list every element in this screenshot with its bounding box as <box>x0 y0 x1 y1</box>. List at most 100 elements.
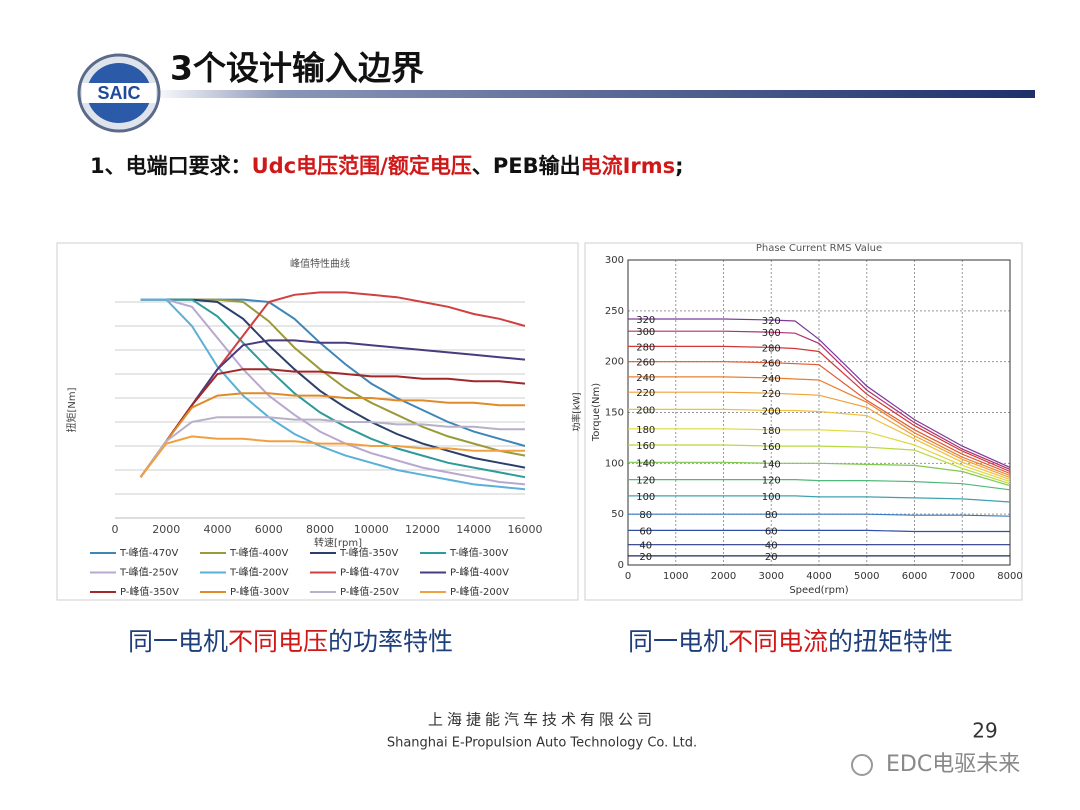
x-tick-label: 0 <box>112 523 119 536</box>
contour-line <box>628 461 1011 487</box>
contour-label: 320 <box>636 315 655 326</box>
contour-label: 40 <box>639 541 652 552</box>
legend-label: P-峰值-470V <box>340 566 399 579</box>
x-axis-label: Speed(rpm) <box>789 585 848 596</box>
footer-company-en: Shanghai E-Propulsion Auto Technology Co… <box>387 736 697 751</box>
contour-label: 20 <box>639 552 652 563</box>
legend-label: P-峰值-350V <box>120 585 179 598</box>
contour-label: 160 <box>636 441 655 452</box>
y-tick-label: 100 <box>605 458 624 469</box>
legend-label: P-峰值-400V <box>450 566 509 579</box>
x-axis-label: 转速[rpm] <box>314 536 362 549</box>
contour-line <box>628 513 1011 517</box>
plot-frame <box>627 259 1011 566</box>
logo-text: SAIC <box>97 83 140 103</box>
contour-line <box>628 428 1011 483</box>
contour-label: 120 <box>762 476 781 487</box>
contour-label: 60 <box>765 526 778 537</box>
y-tick-label: 250 <box>605 306 624 317</box>
text-run: 的功率特性 <box>328 627 454 656</box>
requirement-line: 1、电端口要求：Udc电压范围/额定电压、PEB输出电流Irms; <box>90 150 684 180</box>
contour-line <box>628 529 1010 533</box>
contour-label: 140 <box>636 458 655 469</box>
logo-band <box>82 83 156 103</box>
contour-label: 220 <box>762 389 781 400</box>
series-line <box>140 298 526 457</box>
contour-label: 40 <box>765 541 778 552</box>
x-tick-label: 5000 <box>854 571 879 582</box>
text-run: 电流Irms <box>580 154 676 178</box>
contour-line <box>628 408 1011 481</box>
caption: 同一电机不同电流的扭矩特性 <box>628 622 953 658</box>
legend-label: T-峰值-350V <box>339 546 398 559</box>
text-run: 同一电机 <box>128 627 229 656</box>
series-line <box>139 435 525 478</box>
legend-label: P-峰值-250V <box>340 585 399 598</box>
legend-label: T-峰值-300V <box>449 546 508 559</box>
contour-label: 200 <box>762 406 781 417</box>
legend-label: T-峰值-400V <box>229 546 288 559</box>
slide-title: 3个设计输入边界 <box>170 49 424 88</box>
y-axis-label: Torque(Nm) <box>591 383 602 442</box>
y2-axis-label: 功率[kW] <box>571 392 583 431</box>
x-tick-label: 8000 <box>997 571 1022 582</box>
x-tick-label: 4000 <box>204 523 232 536</box>
contour-label: 180 <box>636 425 655 436</box>
text-run: 同一电机 <box>628 627 729 656</box>
contour-label: 240 <box>762 374 781 385</box>
y-tick-label: 50 <box>611 509 624 520</box>
contour-label: 280 <box>762 343 781 354</box>
x-tick-label: 0 <box>625 571 631 582</box>
series-line <box>140 298 526 469</box>
text-run: 不同电压 <box>228 627 329 656</box>
x-tick-label: 4000 <box>806 571 831 582</box>
text-run: Udc电压范围/额定电压 <box>251 154 472 178</box>
contour-line <box>628 495 1011 503</box>
contour-line <box>628 479 1011 491</box>
contour-label: 240 <box>636 373 655 384</box>
contour-label: 220 <box>636 388 655 399</box>
legend-label: P-峰值-200V <box>450 585 509 598</box>
watermark-icon <box>851 754 873 776</box>
y-tick-label: 200 <box>605 357 624 368</box>
y-tick-label: 150 <box>605 408 624 419</box>
x-tick-label: 3000 <box>759 571 784 582</box>
x-tick-label: 6000 <box>902 571 927 582</box>
contour-label: 200 <box>636 405 655 416</box>
contour-label: 260 <box>636 358 655 369</box>
text-run: 不同电流 <box>728 627 829 656</box>
contour-line <box>628 345 1011 473</box>
contour-label: 260 <box>762 359 781 370</box>
contour-label: 80 <box>765 510 778 521</box>
series-line <box>139 392 525 478</box>
contour-label: 160 <box>762 442 781 453</box>
x-tick-label: 6000 <box>255 523 283 536</box>
contour-label: 20 <box>765 552 778 563</box>
legend-label: T-峰值-200V <box>229 566 288 579</box>
x-tick-label: 7000 <box>950 571 975 582</box>
legend-label: T-峰值-250V <box>119 566 178 579</box>
chart-title: Phase Current RMS Value <box>756 243 882 254</box>
legend-label: T-峰值-470V <box>119 546 178 559</box>
y-axis-label: 扭矩[Nm] <box>65 387 78 432</box>
contour-label: 320 <box>762 316 781 327</box>
text-run: 1、电端口要求： <box>90 154 252 178</box>
contour-line <box>628 318 1011 468</box>
contour-label: 280 <box>636 342 655 353</box>
watermark: EDC电驱未来 <box>886 752 1020 777</box>
series-line <box>140 298 526 479</box>
x-tick-label: 1000 <box>663 571 688 582</box>
text-run: ; <box>675 154 684 178</box>
legend-label: P-峰值-300V <box>230 585 289 598</box>
contour-label: 120 <box>636 476 655 487</box>
contour-label: 100 <box>762 492 781 503</box>
contour-label: 180 <box>762 426 781 437</box>
contour-line <box>628 361 1011 475</box>
contour-label: 80 <box>639 510 652 521</box>
contour-label: 300 <box>636 327 655 338</box>
chart-title: 峰值特性曲线 <box>290 257 350 270</box>
text-run: 、PEB输出 <box>471 154 581 178</box>
x-tick-label: 12000 <box>405 523 440 536</box>
